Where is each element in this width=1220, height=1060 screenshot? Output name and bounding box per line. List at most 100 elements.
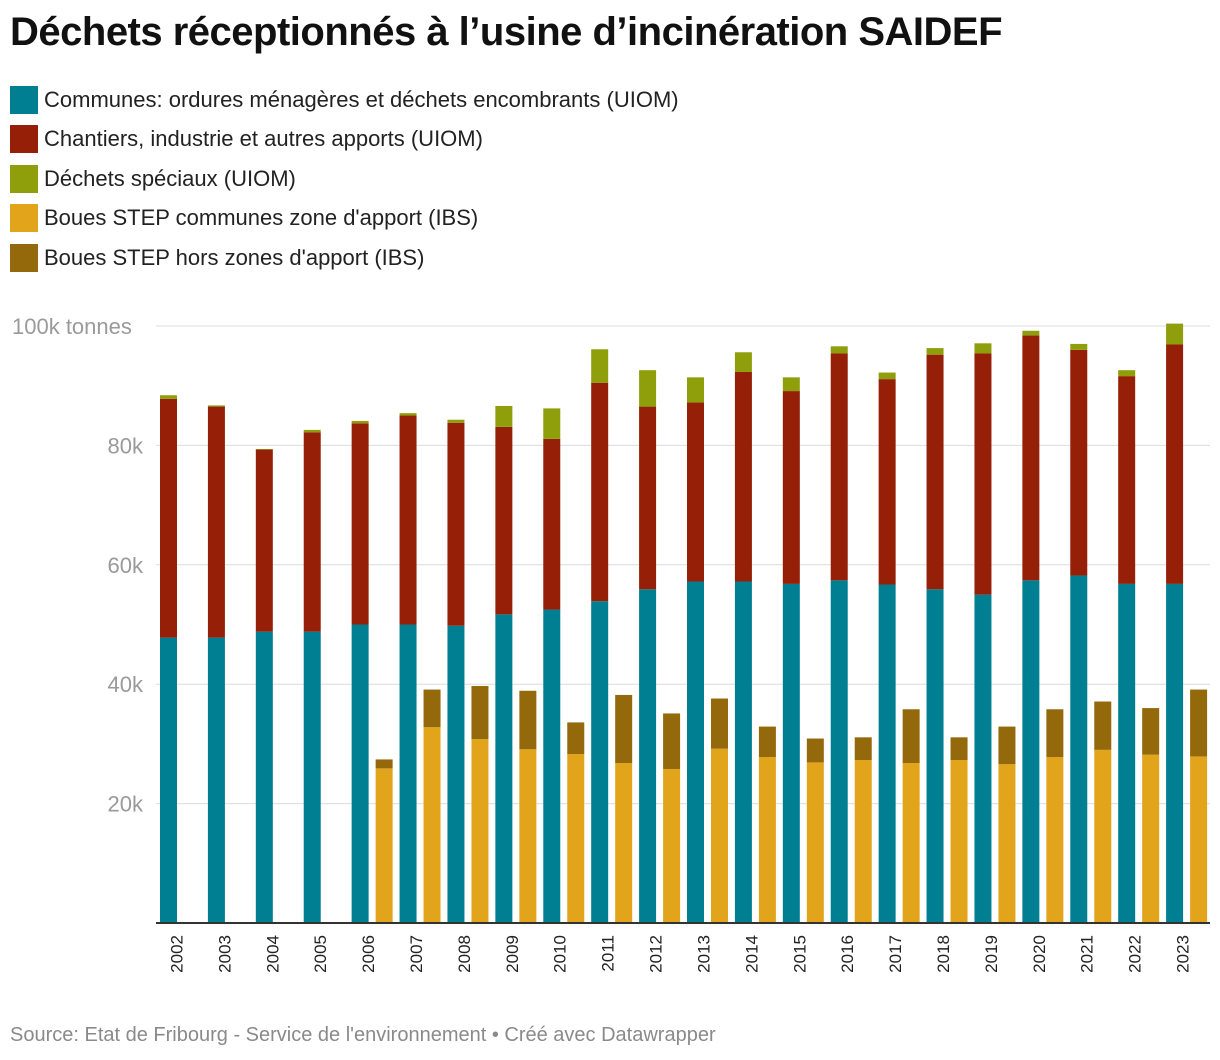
bar-segment bbox=[351, 423, 369, 625]
legend-swatch-boues-communes bbox=[10, 204, 38, 233]
bar-segment bbox=[878, 372, 896, 380]
x-tick-label: 2002 bbox=[167, 935, 186, 973]
x-tick-label: 2018 bbox=[934, 935, 953, 973]
bar-segment bbox=[1118, 376, 1136, 584]
bar-segment bbox=[255, 631, 273, 923]
bar-segment bbox=[734, 352, 752, 372]
legend-label-communes: Communes: ordures ménagères et déchets e… bbox=[44, 86, 679, 112]
bar-segment bbox=[1022, 335, 1040, 581]
bar-segment bbox=[255, 448, 273, 450]
bar-segment bbox=[591, 382, 609, 602]
bar-segment bbox=[399, 413, 417, 416]
bar-segment bbox=[758, 757, 776, 923]
bar-segment bbox=[471, 685, 489, 740]
bar-segment bbox=[207, 405, 225, 407]
bar-segment bbox=[1118, 583, 1136, 923]
x-tick-label: 2020 bbox=[1030, 935, 1049, 973]
bar-segment bbox=[974, 353, 992, 595]
bar-segment bbox=[1070, 575, 1088, 923]
bar-segment bbox=[782, 391, 800, 584]
bar-segment bbox=[1094, 701, 1112, 750]
bar-segment bbox=[591, 601, 609, 923]
legend-item-chantiers: Chantiers, industrie et autres apports (… bbox=[10, 120, 679, 160]
legend-swatch-chantiers bbox=[10, 125, 38, 154]
bar-segment bbox=[160, 398, 177, 638]
bar-segment bbox=[495, 405, 513, 427]
bar-segment bbox=[1142, 708, 1160, 755]
legend-item-boues-communes: Boues STEP communes zone d'apport (IBS) bbox=[10, 199, 679, 239]
bar-segment bbox=[567, 754, 585, 923]
bar-segment bbox=[447, 422, 465, 626]
bar-segment bbox=[758, 726, 776, 758]
y-tick-label: 40k bbox=[108, 672, 144, 697]
bar-segment bbox=[830, 353, 848, 581]
legend-label-dechets-speciaux: Déchets spéciaux (UIOM) bbox=[44, 165, 296, 191]
bar-segment bbox=[711, 748, 728, 923]
bar-segment bbox=[687, 402, 704, 582]
y-tick-label: 20k bbox=[108, 792, 144, 817]
x-tick-label: 2006 bbox=[359, 935, 378, 973]
bar-segment bbox=[615, 694, 633, 764]
bar-segment bbox=[1166, 583, 1184, 923]
legend-label-boues-hors-zones: Boues STEP hors zones d'apport (IBS) bbox=[44, 244, 425, 270]
legend: Communes: ordures ménagères et déchets e… bbox=[10, 80, 679, 278]
bar-segment bbox=[591, 349, 609, 383]
bar-segment bbox=[471, 739, 489, 923]
x-tick-label: 2013 bbox=[694, 935, 713, 973]
bar-segment bbox=[902, 709, 920, 764]
chart-title: Déchets réceptionnés à l’usine d’incinér… bbox=[10, 10, 1003, 54]
bar-segment bbox=[399, 624, 417, 923]
bar-segment bbox=[639, 589, 657, 923]
bar-segment bbox=[351, 420, 369, 424]
x-tick-label: 2005 bbox=[311, 935, 330, 973]
bar-segment bbox=[303, 631, 321, 923]
bar-segment bbox=[207, 406, 225, 638]
legend-item-boues-hors-zones: Boues STEP hors zones d'apport (IBS) bbox=[10, 238, 679, 278]
x-tick-label: 2017 bbox=[886, 935, 905, 973]
legend-swatch-communes bbox=[10, 85, 38, 114]
y-tick-label: 80k bbox=[108, 433, 144, 458]
bar-segment bbox=[495, 614, 513, 923]
bar-segment bbox=[950, 760, 968, 923]
bar-segment bbox=[854, 737, 872, 761]
bar-segment bbox=[854, 760, 872, 923]
legend-label-chantiers: Chantiers, industrie et autres apports (… bbox=[44, 126, 483, 152]
bar-segment bbox=[782, 377, 800, 392]
bar-segment bbox=[1046, 757, 1064, 923]
bar-segment bbox=[615, 763, 633, 923]
bar-segment bbox=[1166, 344, 1184, 584]
legend-swatch-dechets-speciaux bbox=[10, 164, 38, 193]
bar-segment bbox=[567, 722, 585, 755]
x-tick-label: 2022 bbox=[1126, 935, 1145, 973]
bar-segment bbox=[447, 625, 465, 923]
x-tick-label: 2010 bbox=[551, 935, 570, 973]
bar-segment bbox=[423, 689, 441, 728]
bar-segment bbox=[806, 738, 824, 763]
bar-segment bbox=[878, 584, 896, 923]
bar-segment bbox=[711, 698, 728, 749]
x-tick-label: 2003 bbox=[215, 935, 234, 973]
legend-item-communes: Communes: ordures ménagères et déchets e… bbox=[10, 80, 679, 120]
bar-segment bbox=[1022, 330, 1040, 336]
bar-segment bbox=[830, 346, 848, 354]
bar-segment bbox=[160, 637, 177, 923]
bar-segment bbox=[303, 429, 321, 433]
bar-segment bbox=[1190, 756, 1208, 923]
x-tick-label: 2015 bbox=[790, 935, 809, 973]
legend-item-dechets-speciaux: Déchets spéciaux (UIOM) bbox=[10, 159, 679, 199]
bar-segment bbox=[1022, 580, 1040, 923]
bar-segment bbox=[423, 727, 441, 923]
bar-segment bbox=[806, 762, 824, 923]
bar-segment bbox=[687, 581, 704, 923]
legend-swatch-boues-hors-zones bbox=[10, 243, 38, 272]
bar-segment bbox=[447, 419, 465, 423]
x-tick-label: 2016 bbox=[838, 935, 857, 973]
bar-segment bbox=[830, 580, 848, 923]
x-tick-label: 2004 bbox=[263, 935, 282, 973]
bar-segment bbox=[974, 343, 992, 354]
bar-segment bbox=[303, 432, 321, 632]
x-tick-label: 2007 bbox=[407, 935, 426, 973]
bar-segment bbox=[926, 354, 944, 590]
bar-segment bbox=[974, 594, 992, 923]
source-note: Source: Etat de Fribourg - Service de l'… bbox=[10, 1024, 716, 1046]
